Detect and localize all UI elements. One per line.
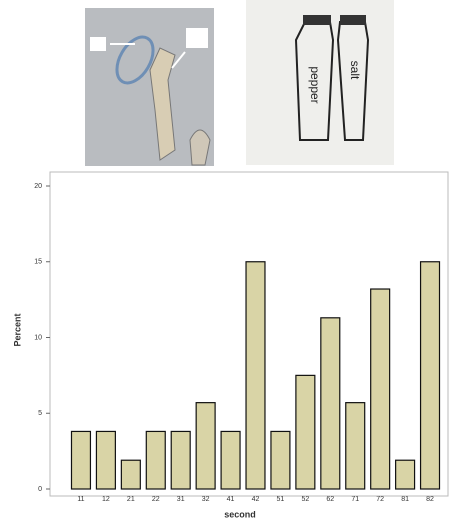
y-tick-label: 0 — [38, 486, 42, 493]
y-axis-title: Percent — [12, 313, 22, 346]
bar — [396, 460, 415, 489]
bar — [246, 262, 265, 489]
bottle-label: salt — [348, 61, 362, 80]
x-tick-label: 21 — [127, 496, 135, 503]
x-tick-label: 32 — [202, 496, 210, 503]
x-tick-label: 31 — [177, 496, 185, 503]
x-tick-label: 52 — [301, 496, 309, 503]
y-tick-label: 10 — [34, 334, 42, 341]
x-tick-label: 22 — [152, 496, 160, 503]
note — [186, 28, 208, 48]
screen: pepper salt second Percent 0 5 10 15 20 11 12 2… — [0, 0, 460, 524]
bar — [121, 460, 140, 489]
bar — [196, 403, 215, 489]
bar — [271, 431, 290, 489]
x-tick-label: 72 — [376, 496, 384, 503]
bottle-cap — [340, 15, 366, 25]
bar — [421, 262, 440, 489]
x-axis-title: second — [224, 509, 256, 519]
photo-left — [85, 8, 214, 166]
bar — [171, 431, 190, 489]
x-tick-label: 41 — [227, 496, 235, 503]
bar — [346, 403, 365, 489]
bottle-label: pepper — [308, 66, 322, 103]
x-tick-label: 81 — [401, 496, 409, 503]
bottle-cap — [303, 15, 331, 25]
y-tick-label: 5 — [38, 410, 42, 417]
photo-right: pepper salt — [246, 0, 394, 165]
x-tick-label: 42 — [252, 496, 260, 503]
bar — [96, 431, 115, 489]
x-tick-label: 51 — [277, 496, 285, 503]
x-tick-label: 12 — [102, 496, 110, 503]
bar — [296, 375, 315, 489]
bar — [321, 318, 340, 489]
y-tick-label: 15 — [34, 259, 42, 266]
y-tick-label: 20 — [34, 183, 42, 190]
bar — [371, 289, 390, 489]
note — [90, 37, 106, 51]
bar — [146, 431, 165, 489]
bar — [221, 431, 240, 489]
x-tick-label: 11 — [77, 496, 84, 503]
page: pepper salt second Percent 0 5 10 15 20 11 12 2… — [0, 0, 460, 529]
x-tick-label: 62 — [326, 496, 334, 503]
bar — [71, 431, 90, 489]
x-tick-label: 82 — [426, 496, 434, 503]
x-tick-label: 71 — [351, 496, 359, 503]
